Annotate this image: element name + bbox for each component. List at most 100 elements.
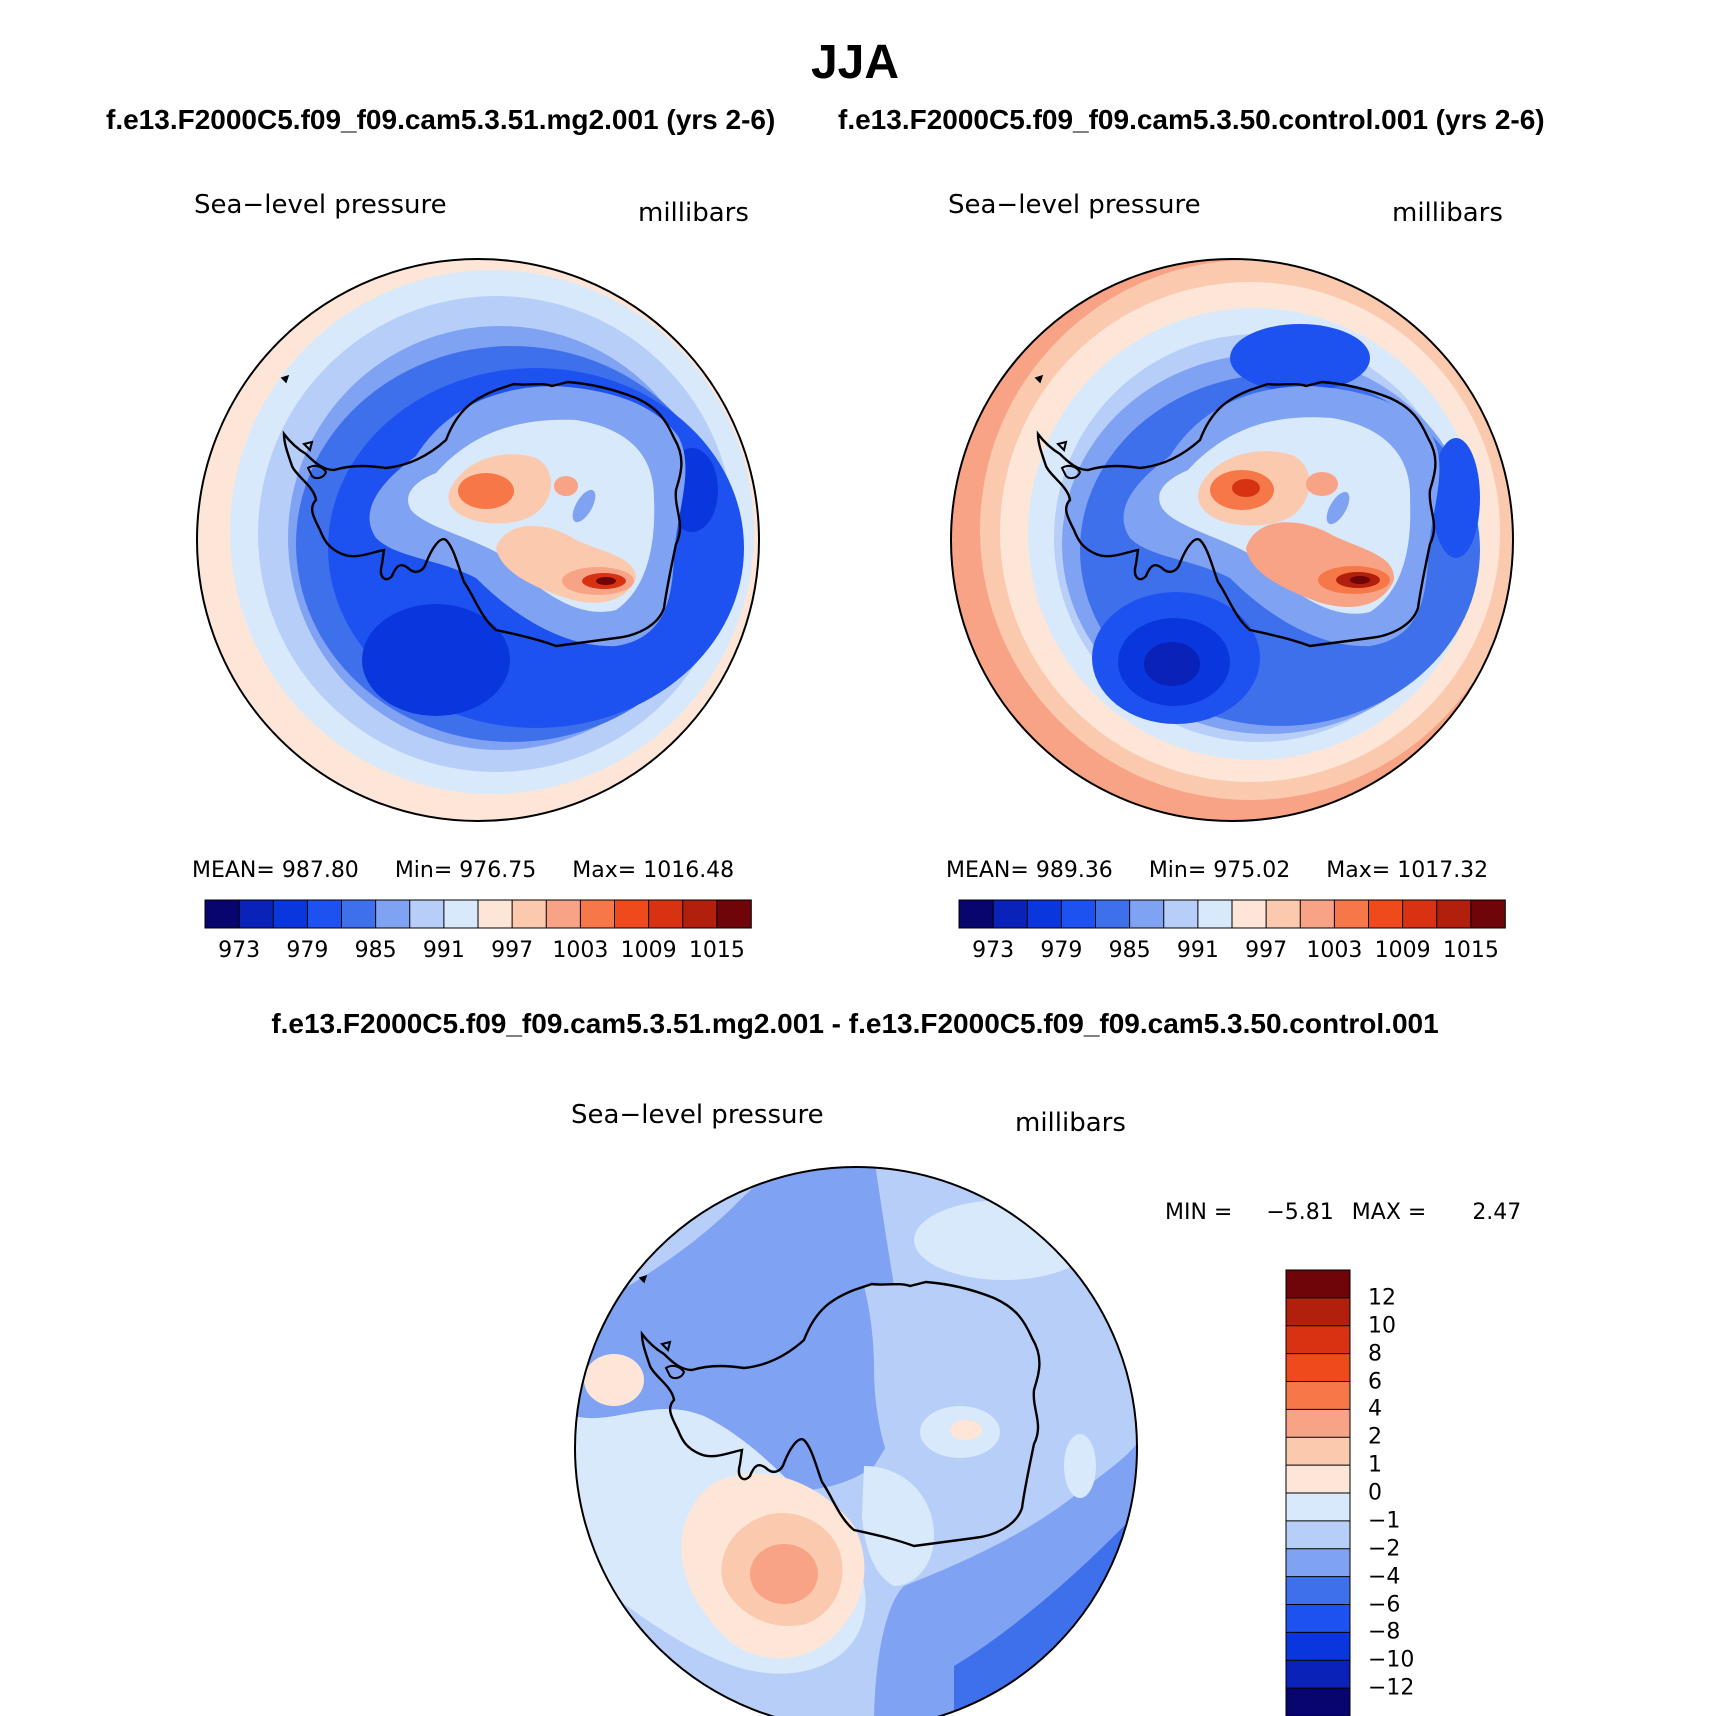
- panel1-island-3: [280, 374, 290, 384]
- panel1-colorbar-swatch-5: [375, 899, 411, 929]
- diff-colorbar-swatch-13: [1285, 1631, 1351, 1662]
- diff-colorbar-tick-label: 4: [1368, 1396, 1382, 1422]
- diff-island-2: [664, 1364, 686, 1380]
- diff-colorbar-tick-label: −1: [1368, 1508, 1401, 1534]
- panel1-colorbar-tick-label: 979: [286, 938, 329, 963]
- panel1-colorbar-swatch-9: [511, 899, 548, 929]
- panel1-colorbar-swatch-15: [716, 899, 752, 929]
- diff-min-value: −5.81: [1266, 1200, 1334, 1225]
- panel2-stats: MEAN= 989.36 Min= 975.02 Max= 1017.32: [946, 858, 1488, 883]
- diff-stats: MIN = −5.81 MAX = 2.47: [1165, 1200, 1521, 1225]
- panel2-units-label: millibars: [1392, 198, 1503, 228]
- panel2-max-value: 1017.32: [1397, 858, 1489, 883]
- diff-shade-3: [914, 1200, 1094, 1280]
- panel1-colorbar-tick-label: 991: [422, 938, 465, 963]
- diff-colorbar-tick-label: −2: [1368, 1536, 1401, 1562]
- panel2-colorbar-swatch-5: [1129, 899, 1165, 929]
- panel2-map: [950, 258, 1514, 822]
- panel1-colorbar-swatch-2: [272, 899, 309, 929]
- panel2-map-boundary: [950, 258, 1514, 822]
- diff-island-3: [638, 1274, 648, 1284]
- diff-colorbar-ticks: 12 10 8 6 4 2 1 0 −1 −2 −4 −6 −8 −10 −12: [1368, 1270, 1488, 1716]
- diff-colorbar-swatch-1: [1285, 1297, 1351, 1327]
- panel2-colorbar-swatch-1: [992, 899, 1029, 929]
- diff-colorbar-tick-label: 0: [1368, 1480, 1382, 1506]
- panel1-island-1: [302, 440, 314, 452]
- panel1-stats: MEAN= 987.80 Min= 976.75 Max= 1016.48: [192, 858, 734, 883]
- panel1-max-value: 1016.48: [643, 858, 735, 883]
- diff-variable-label: Sea−level pressure: [571, 1100, 824, 1130]
- diff-colorbar-tick-label: 2: [1368, 1424, 1382, 1450]
- diff-colorbar-swatch-15: [1285, 1687, 1351, 1716]
- diff-colorbar-swatch-8: [1285, 1492, 1351, 1522]
- diff-shade-12: [864, 1283, 1005, 1520]
- panel1-colorbar-swatch-12: [614, 899, 650, 929]
- diff-colorbar-tick-label: −12: [1368, 1675, 1415, 1701]
- panel2-colorbar-swatch-12: [1368, 899, 1404, 929]
- panel2-colorbar-swatch-0: [958, 899, 994, 929]
- panel2-island-2: [1060, 464, 1082, 480]
- diff-coastline: [640, 1280, 1041, 1548]
- panel2-colorbar-tick-label: 973: [972, 938, 1015, 963]
- panel1-map-boundary: [196, 258, 760, 822]
- panel2-coastline: [1036, 380, 1437, 648]
- panel1-colorbar-tick-label: 1009: [620, 938, 677, 963]
- panel1-shade-6: [362, 604, 510, 716]
- panel2-colorbar-swatch-6: [1163, 899, 1199, 929]
- panel2-colorbar-swatch-15: [1470, 899, 1506, 929]
- diff-colorbar-tick-label: −6: [1368, 1592, 1401, 1617]
- panel2-colorbar-swatch-9: [1265, 899, 1302, 929]
- panel1-mean-value: 987.80: [281, 858, 359, 883]
- diff-colorbar-swatch-2: [1285, 1325, 1351, 1355]
- panel1-colorbar-swatch-14: [682, 899, 718, 929]
- panel2-min-value: 975.02: [1213, 858, 1291, 883]
- panel2-colorbar-swatch-8: [1231, 899, 1267, 929]
- panel1-colorbar-swatch-7: [443, 899, 479, 929]
- panel2-colorbar-tick-label: 997: [1245, 938, 1288, 963]
- panel2-colorbar-tick-label: 979: [1040, 938, 1083, 963]
- diff-colorbar-swatch-5: [1285, 1408, 1351, 1439]
- panel2-colorbar-swatch-13: [1402, 899, 1438, 929]
- panel1-colorbar-tick-label: 997: [491, 938, 534, 963]
- panel2-high-4: [1232, 479, 1260, 497]
- panel2-colorbar-swatch-4: [1095, 899, 1131, 929]
- panel1-high-6: [596, 577, 616, 585]
- panel2-shade-10: [1230, 324, 1370, 392]
- panel1-colorbar-tick-label: 1015: [688, 938, 745, 963]
- panel1-min-label: Min=: [394, 858, 453, 883]
- panel1-colorbar-tick-label: 985: [354, 938, 397, 963]
- panel1-island-2: [306, 464, 328, 480]
- diff-shade-7: [750, 1544, 818, 1604]
- panel2-colorbar: [958, 899, 1506, 929]
- diff-colorbar-swatch-14: [1285, 1659, 1351, 1689]
- diff-colorbar-swatch-12: [1285, 1604, 1351, 1634]
- case-title-left: f.e13.F2000C5.f09_f09.cam5.3.51.mg2.001 …: [106, 104, 776, 135]
- diff-colorbar-swatch-10: [1285, 1548, 1351, 1578]
- panel1-colorbar-tick-label: 1003: [552, 938, 609, 963]
- panel1-colorbar-swatch-10: [545, 899, 582, 929]
- panel2-colorbar-tick-label: 1003: [1306, 938, 1363, 963]
- panel2-colorbar-swatch-3: [1060, 899, 1097, 929]
- diff-min-label: MIN =: [1165, 1200, 1233, 1225]
- diff-colorbar-swatch-3: [1285, 1353, 1351, 1383]
- diff-shade-15: [862, 1466, 934, 1586]
- diff-colorbar-tick-label: 8: [1368, 1341, 1382, 1367]
- panel1-map: [196, 258, 760, 822]
- panel2-colorbar-swatch-11: [1333, 899, 1370, 929]
- diff-colorbar-swatch-11: [1285, 1576, 1351, 1606]
- panel2-island-3: [1034, 374, 1044, 384]
- diff-units-label: millibars: [1015, 1108, 1126, 1138]
- panel2-mean-value: 989.36: [1035, 858, 1113, 883]
- panel1-variable-label: Sea−level pressure: [194, 190, 447, 220]
- panel1-colorbar: [204, 899, 752, 929]
- diff-shade-8: [584, 1354, 644, 1406]
- panel1-high-7: [554, 476, 578, 496]
- diff-colorbar-swatch-6: [1285, 1436, 1351, 1466]
- diff-shade-11: [1064, 1434, 1096, 1498]
- case-title-right: f.e13.F2000C5.f09_f09.cam5.3.50.control.…: [838, 104, 1545, 135]
- panel2-high-7: [1350, 576, 1370, 584]
- panel2-colorbar-swatch-14: [1436, 899, 1472, 929]
- diff-colorbar-tick-label: 1: [1368, 1452, 1382, 1478]
- panel2-colorbar-tick-label: 1009: [1374, 938, 1431, 963]
- diff-colorbar-tick-label: −8: [1368, 1619, 1401, 1645]
